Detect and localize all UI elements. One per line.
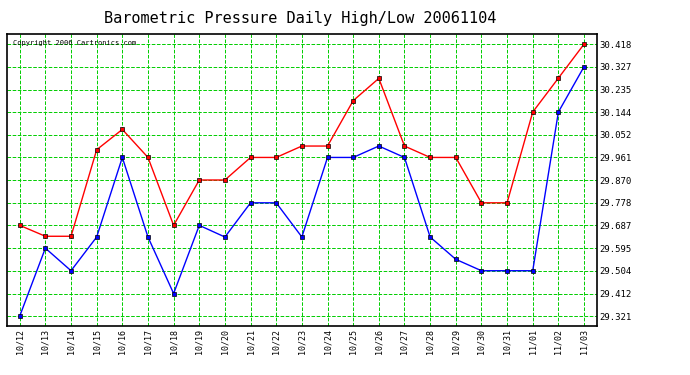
Text: Copyright 2006 Cartronics.com: Copyright 2006 Cartronics.com [13, 40, 136, 46]
Text: Barometric Pressure Daily High/Low 20061104: Barometric Pressure Daily High/Low 20061… [104, 11, 496, 26]
